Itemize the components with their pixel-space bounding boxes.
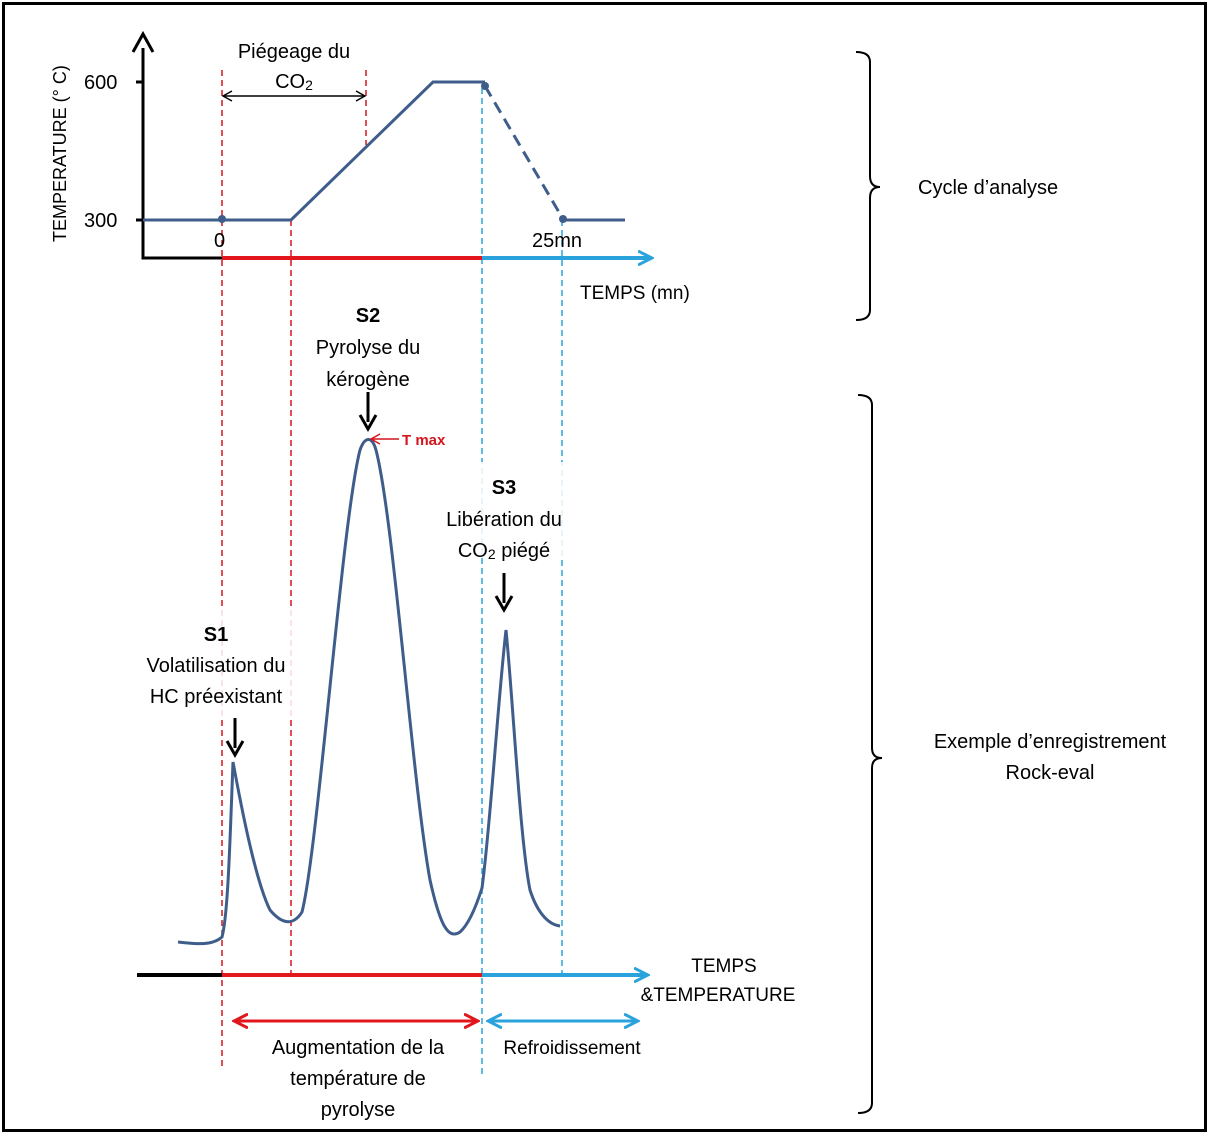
s2-arrow-icon [358, 392, 378, 433]
y-axis-arrow-icon [131, 30, 155, 53]
bracket-cycle [855, 51, 881, 321]
s2-line1: Pyrolyse du [316, 337, 421, 359]
x-tick-0: 0 [214, 230, 225, 252]
cooling-label: Refroidissement [503, 1038, 641, 1059]
temperature-chart: TEMPERATURE (° C) 600 300 0 25mn TEMPS (… [50, 30, 690, 304]
s1-arrow-icon [225, 718, 245, 759]
s1-label-box [118, 610, 318, 718]
cycle-label: Cycle d’analyse [918, 177, 1058, 199]
y-tick-300: 300 [84, 210, 117, 232]
s2-line2: kérogène [326, 369, 409, 391]
point-peak-end [481, 82, 489, 90]
bottom-x-label-line1: TEMPS [691, 956, 756, 977]
y-tick-600: 600 [84, 72, 117, 94]
temperature-cooling-dashed [483, 85, 565, 220]
tmax-arrow-icon [369, 433, 399, 445]
s1-line1: Volatilisation du [147, 655, 286, 677]
temperature-axes [141, 48, 222, 260]
bottom-x-label-line2: &TEMPERATURE [641, 985, 796, 1006]
s1-id: S1 [204, 624, 228, 646]
s2-id: S2 [356, 305, 380, 327]
point-cool-end [559, 215, 567, 223]
record-label-line2: Rock-eval [1006, 762, 1095, 784]
y-axis-label: TEMPERATURE (° C) [50, 65, 70, 242]
s3-arrow-icon [494, 573, 514, 614]
pyrogram-curve [177, 438, 561, 946]
trap-label-line1: Piégeage du [238, 41, 350, 63]
tmax-label: T max [402, 432, 446, 449]
bottom-axis: TEMPS &TEMPERATURE Augmentation de la te… [137, 956, 795, 1121]
heating-label-line2: température de [290, 1068, 426, 1090]
point-start [218, 215, 226, 223]
pyrogram: S1 Volatilisation du HC préexistant S2 P… [118, 305, 594, 946]
heating-label-line3: pyrolyse [321, 1099, 395, 1121]
x-tick-25mn: 25mn [532, 230, 582, 252]
guide-lines [221, 70, 563, 1075]
bracket-record [857, 394, 883, 1114]
s3-label-box [418, 462, 594, 556]
record-label-line1: Exemple d’enregistrement [934, 731, 1167, 753]
s3-line1: Libération du [446, 509, 562, 531]
x-axis-label: TEMPS (mn) [580, 283, 690, 304]
s3-id: S3 [492, 477, 516, 499]
trap-label-line2: CO2 [275, 71, 313, 93]
s1-line2: HC préexistant [150, 686, 283, 708]
s3-line2: CO2 piégé [458, 540, 550, 562]
temperature-curve [143, 80, 485, 222]
heating-label-line1: Augmentation de la [272, 1037, 445, 1059]
